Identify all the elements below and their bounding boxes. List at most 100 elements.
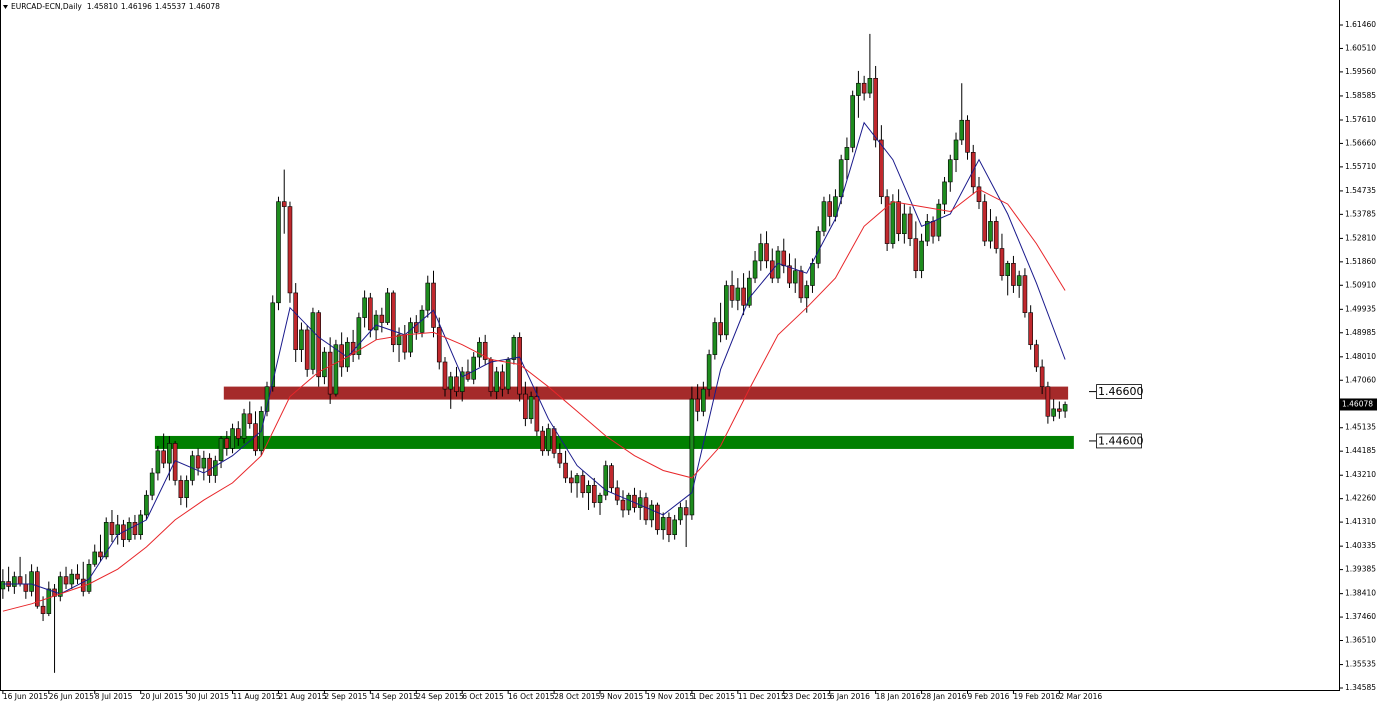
candle-body: [161, 450, 166, 464]
candle-body: [235, 428, 241, 439]
candle-body: [993, 221, 999, 249]
x-tick-label: 20 Jul 2015: [141, 692, 184, 701]
candle-body: [362, 297, 367, 318]
candle-body: [167, 443, 172, 464]
candle-body: [299, 329, 304, 350]
candle-body: [304, 329, 310, 370]
level-zone: [223, 386, 1069, 400]
candle-body: [402, 334, 408, 353]
candle-body: [241, 413, 247, 439]
candle-body: [660, 517, 666, 531]
x-tick-label: 26 Jun 2015: [49, 692, 94, 701]
x-tick-label: 9 Feb 2016: [968, 692, 1010, 701]
candle-body: [574, 475, 580, 484]
x-tick-label: 23 Dec 2015: [784, 692, 832, 701]
candle-body: [115, 524, 121, 535]
candle-body: [947, 159, 953, 183]
candle-body: [322, 351, 327, 378]
x-tick-label: 16 Oct 2015: [508, 692, 555, 701]
x-tick-label: 28 Oct 2015: [554, 692, 601, 701]
candle-body: [201, 457, 207, 469]
y-tick-label: 1.41310: [1345, 517, 1376, 526]
candle-body: [109, 522, 115, 535]
x-tick-label: 19 Nov 2015: [646, 692, 694, 701]
candle-body: [92, 551, 98, 565]
candle-body: [637, 497, 643, 508]
candle-body: [316, 312, 321, 378]
y-tick-label: 1.39385: [1345, 565, 1376, 574]
candle-body: [879, 139, 884, 198]
candle-body: [69, 573, 75, 585]
candle-body: [557, 452, 563, 464]
candle-body: [218, 438, 224, 461]
candle-body: [379, 314, 385, 323]
candle-body: [827, 201, 832, 217]
candle-body: [396, 334, 402, 346]
y-tick-label: 1.38410: [1345, 589, 1376, 598]
candle-body: [287, 206, 293, 294]
candle-body: [40, 605, 46, 614]
candle-body: [17, 576, 23, 585]
candle-body: [86, 563, 92, 592]
level-label: 1.46600: [1098, 385, 1144, 398]
candle-body: [103, 522, 109, 558]
candle-body: [942, 181, 947, 205]
chart-header: EURCAD-ECN,Daily 1.45810 1.46196 1.45537 1.4…: [11, 2, 220, 11]
candle-body: [345, 341, 350, 368]
candle-body: [758, 243, 764, 262]
candle-body: [23, 583, 29, 592]
candle-body: [482, 341, 488, 360]
candle-body: [1051, 408, 1056, 417]
candle-body: [546, 428, 551, 452]
candle-body: [729, 285, 735, 301]
candle-body: [29, 571, 34, 592]
candle-body: [833, 196, 838, 217]
candle-body: [230, 428, 235, 449]
candle-body: [919, 240, 924, 272]
candle-body: [551, 428, 557, 454]
candle-body: [712, 322, 718, 355]
candle-body: [391, 292, 396, 346]
x-tick-label: 9 Nov 2015: [600, 692, 643, 701]
candle-body: [339, 344, 344, 368]
candle-body: [1045, 386, 1051, 417]
x-tick-label: 8 Jul 2015: [95, 692, 133, 701]
candle-body: [982, 201, 988, 242]
candle-body: [867, 78, 873, 94]
candle-body: [46, 588, 52, 614]
candle-body: [689, 398, 695, 516]
y-tick-label: 1.59560: [1345, 67, 1376, 76]
candle-body: [126, 522, 132, 540]
candle-body: [471, 356, 477, 380]
y-tick-label: 1.53785: [1345, 209, 1376, 218]
candle-body: [787, 265, 792, 284]
candle-body: [643, 497, 649, 521]
candle-body: [953, 139, 959, 161]
candle-body: [459, 371, 465, 392]
candle-body: [454, 376, 459, 392]
high-value: 1.46196: [121, 2, 152, 11]
candle-body: [597, 494, 603, 503]
candle-body: [902, 213, 907, 235]
candle-body: [1028, 312, 1033, 346]
x-tick-label: 6 Oct 2015: [462, 692, 504, 701]
y-tick-label: 1.48010: [1345, 352, 1376, 361]
y-tick-label: 1.61460: [1345, 20, 1376, 29]
candle-body: [528, 396, 534, 420]
candle-body: [907, 213, 913, 239]
candle-body: [465, 371, 471, 380]
candle-body: [149, 472, 155, 496]
candle-body: [563, 462, 568, 479]
x-tick-label: 18 Jan 2016: [876, 692, 921, 701]
candle-body: [741, 287, 746, 306]
candle-body: [57, 576, 63, 597]
candle-body: [1011, 263, 1016, 286]
x-tick-label: 30 Jul 2015: [187, 692, 230, 701]
candle-body: [724, 285, 729, 336]
candle-body: [718, 322, 723, 336]
candle-body: [752, 260, 758, 279]
candle-body: [98, 551, 103, 558]
candle-body: [649, 504, 655, 521]
candle-body: [1016, 275, 1022, 286]
